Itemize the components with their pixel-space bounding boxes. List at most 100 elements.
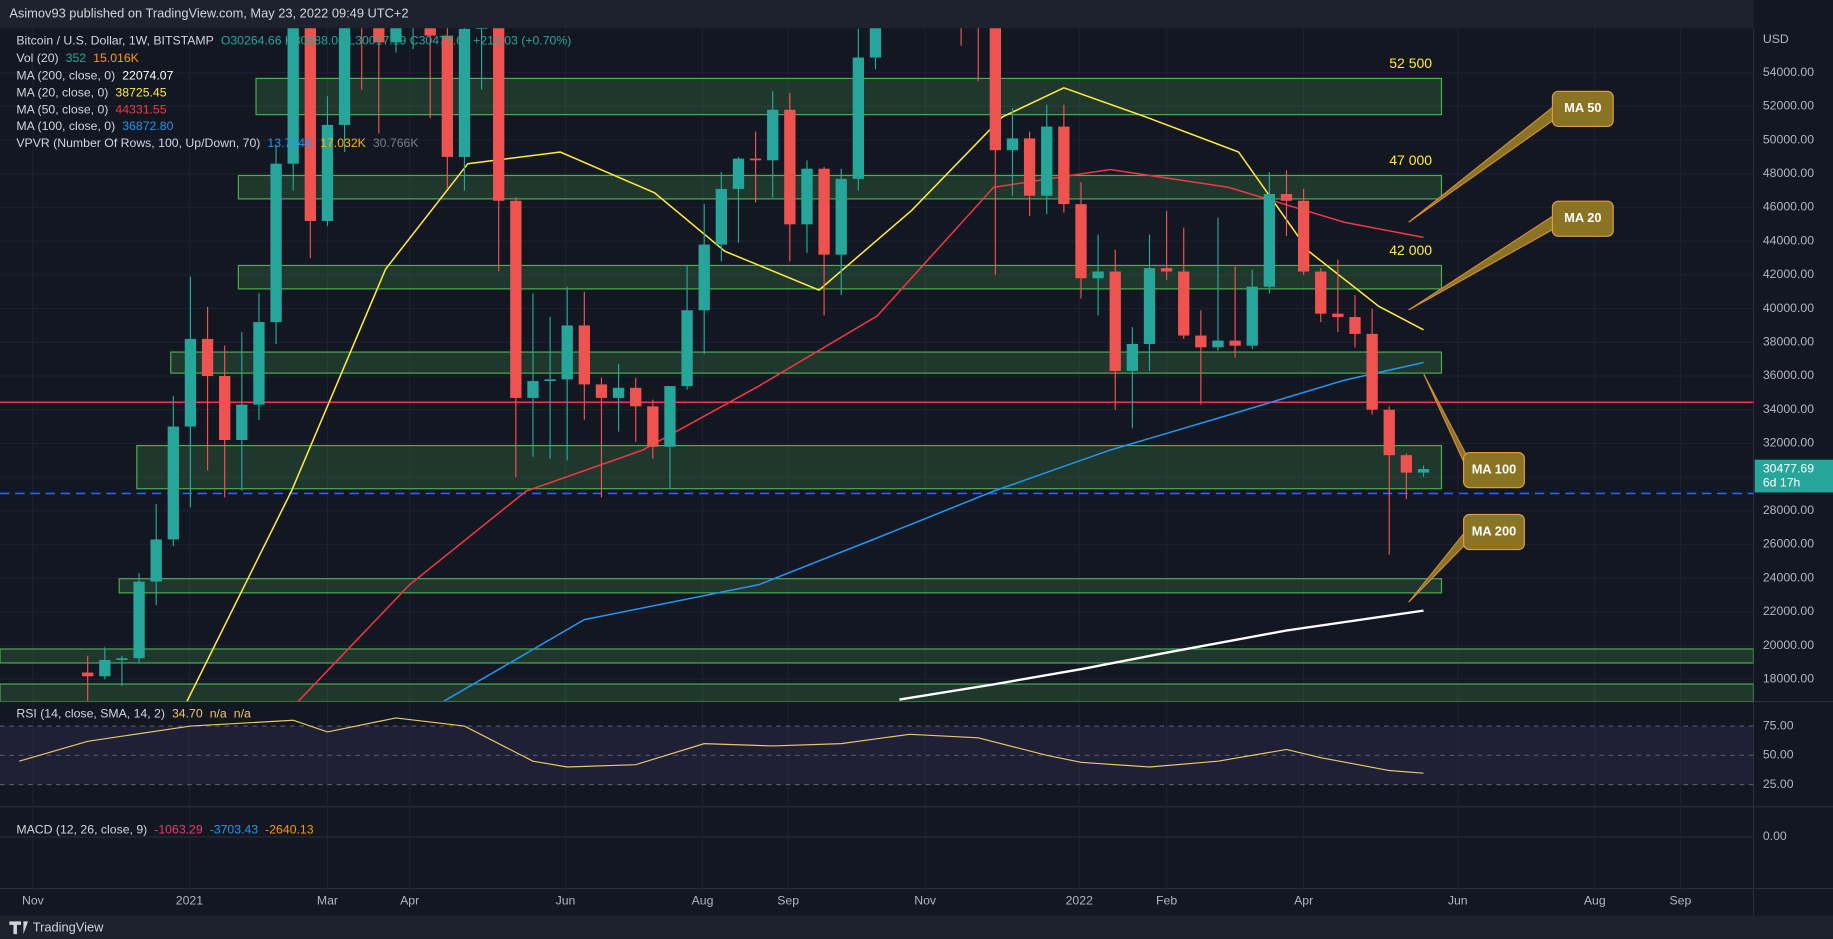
candle-body <box>835 178 847 255</box>
x-tick-label: Apr <box>400 894 419 908</box>
y-tick-label: 22000.00 <box>1763 604 1814 618</box>
y-tick-label: 52000.00 <box>1763 99 1814 113</box>
x-tick-label: Sep <box>777 894 799 908</box>
y-tick-label: 42000.00 <box>1763 267 1814 281</box>
x-tick-label: Jun <box>1448 894 1468 908</box>
moving-average-line <box>899 609 1424 701</box>
legend-text: 22074.07 <box>122 68 173 82</box>
candle-body <box>630 387 642 407</box>
zone <box>118 578 1443 594</box>
legend-text: 15.016K <box>93 51 140 65</box>
x-tick-label: 2022 <box>1066 894 1093 908</box>
zone <box>237 264 1443 290</box>
callout-box <box>1463 451 1525 489</box>
candle-body <box>510 200 522 398</box>
candle-body <box>82 672 94 677</box>
zone-label: 47 000 <box>1389 152 1432 168</box>
candle-body <box>818 168 830 255</box>
candle-body <box>784 109 796 225</box>
legend-text: n/a <box>234 707 251 721</box>
candle-body <box>253 322 265 405</box>
y-tick-label: 48000.00 <box>1763 166 1814 180</box>
legend-text: 44331.55 <box>115 102 166 116</box>
candle-body <box>715 188 727 245</box>
candle-body <box>578 325 590 385</box>
y-tick-label: 28000.00 <box>1763 503 1814 517</box>
legend-text: MA (200, close, 0) <box>16 68 115 82</box>
candle-body <box>1058 126 1070 205</box>
zone-label: 42 000 <box>1389 242 1432 258</box>
callout-label: MA 50 <box>1564 100 1601 115</box>
legend-text: -3703.43 <box>210 822 259 836</box>
candle-body <box>1006 138 1019 151</box>
x-tick-label: Apr <box>1294 894 1313 908</box>
candle-body <box>441 35 453 157</box>
candle-body <box>184 338 197 427</box>
legend-text: MACD (12, 26, close, 9) <box>16 822 147 836</box>
y-tick-label: 44000.00 <box>1763 233 1814 247</box>
candle-body <box>1280 194 1293 201</box>
candle-body <box>989 28 1002 151</box>
candle-body <box>133 581 145 659</box>
top-bar <box>0 0 1833 29</box>
callout-label: MA 100 <box>1472 461 1516 476</box>
candle-body <box>664 386 676 447</box>
legend-text: 36872.80 <box>122 119 173 133</box>
legend-text: 34.70 <box>172 707 203 721</box>
legend-text: Vol (20) <box>16 51 58 65</box>
candle-body <box>1143 268 1156 344</box>
legend-text: Bitcoin / U.S. Dollar, 1W, BITSTAMP <box>16 33 213 47</box>
published-line: Asimov93 published on TradingView.com, M… <box>9 6 408 21</box>
callout-box <box>1463 513 1525 551</box>
legend-text: O30264.66 H30688.00 L30017.19 C30477.69 … <box>221 33 572 47</box>
legend-text: VPVR (Number Of Rows, 100, Up/Down, 70) <box>16 136 260 150</box>
candle-body <box>424 28 436 36</box>
legend-text: MA (50, close, 0) <box>16 102 108 116</box>
rsi-tick-label: 75.00 <box>1763 718 1794 732</box>
candle-body <box>270 163 282 323</box>
candle-body <box>1160 268 1173 272</box>
y-tick-label: 26000.00 <box>1763 537 1814 551</box>
x-tick-label: Aug <box>1584 894 1606 908</box>
candle-body <box>321 124 334 221</box>
moving-average-line <box>443 361 1424 702</box>
candle-body <box>338 28 351 125</box>
last-price-label: 30477.69 <box>1763 461 1814 475</box>
logo <box>9 921 29 935</box>
zone <box>0 683 1754 702</box>
candle-body <box>390 28 402 43</box>
layers: Nov 2021 Mar Apr Jun Aug Sep Nov 2022 Feb Apr Jun Au… <box>0 0 1833 916</box>
legend-text: -2640.13 <box>265 822 314 836</box>
legend-text: 13.734K <box>267 136 314 150</box>
candle-body <box>1263 194 1276 287</box>
candle-body <box>1332 313 1344 318</box>
candle-body <box>698 244 710 311</box>
candle-body <box>595 384 608 398</box>
price-pane: 52 500 47 000 42 000 <box>0 28 1754 702</box>
candle-body <box>167 426 179 540</box>
y-tick-label: 24000.00 <box>1763 570 1814 584</box>
candle-body <box>681 310 693 387</box>
candle-body <box>869 28 882 58</box>
candle-body <box>527 381 539 398</box>
legend-text: MA (20, close, 0) <box>16 85 108 99</box>
countdown-label: 6d 17h <box>1763 475 1801 489</box>
y-tick-label: 54000.00 <box>1763 65 1814 79</box>
x-tick-label: Nov <box>22 894 45 908</box>
rsi-line <box>19 717 1424 774</box>
zone <box>136 445 1443 490</box>
candle-body <box>99 659 111 677</box>
rsi-tick-label: 50.00 <box>1763 748 1794 762</box>
candle-body <box>544 379 556 382</box>
price-axis <box>1753 0 1833 916</box>
legend-text: n/a <box>210 707 227 721</box>
callout-label: MA 200 <box>1472 523 1516 538</box>
candle-body <box>1041 126 1053 196</box>
legend-text: MA (100, close, 0) <box>16 119 115 133</box>
candle-body <box>1417 469 1430 473</box>
macd-tick-label: 0.00 <box>1763 829 1787 843</box>
y-tick-label: 32000.00 <box>1763 436 1814 450</box>
candle-body <box>1400 455 1413 473</box>
legend-text: RSI (14, close, SMA, 14, 2) <box>16 707 165 721</box>
axis-unit: USD <box>1763 32 1789 46</box>
